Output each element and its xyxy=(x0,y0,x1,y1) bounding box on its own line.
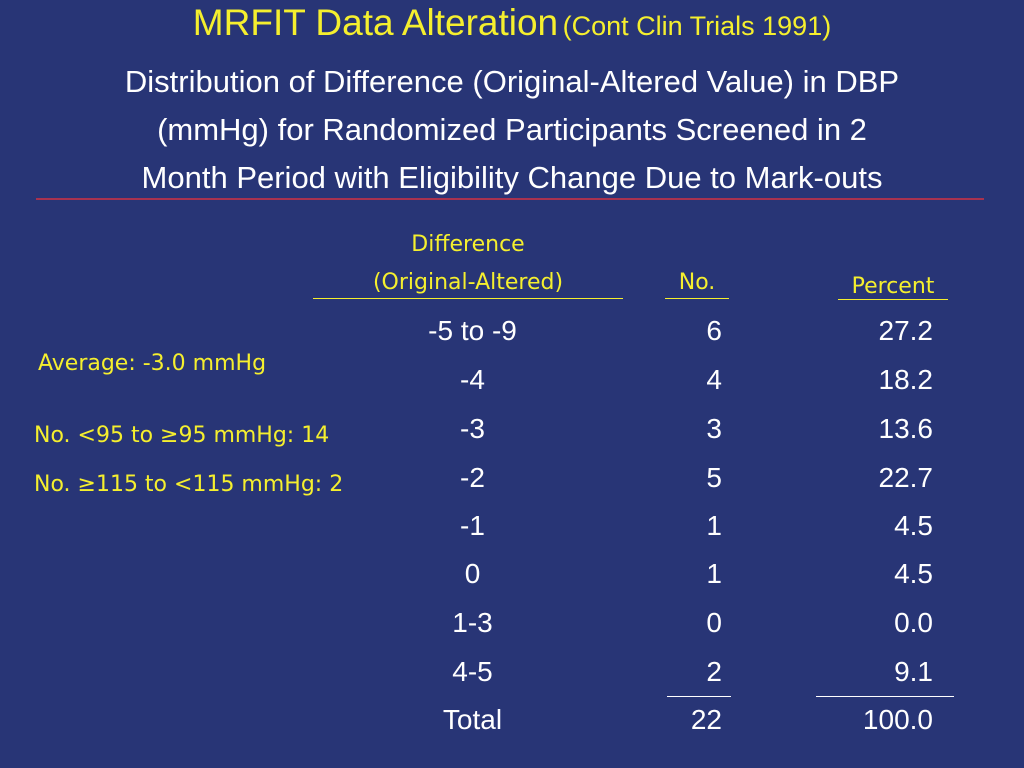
cell-percent: 18.2 xyxy=(878,364,934,395)
total-label: Total xyxy=(442,704,503,735)
total-rule-percent xyxy=(816,696,954,697)
header-difference: Difference (Original-Altered) xyxy=(313,226,623,302)
cell-difference: 1-3 xyxy=(452,607,493,638)
cell-percent: 0.0 xyxy=(894,607,933,638)
title-main: MRFIT Data Alteration xyxy=(192,2,559,43)
cell-difference: 4-5 xyxy=(452,656,493,687)
cell-no: 0 xyxy=(706,607,722,638)
total-rule-no xyxy=(667,696,731,697)
cell-no: 5 xyxy=(706,462,722,493)
slide-subtitle: Distribution of Difference (Original-Alt… xyxy=(20,58,1004,202)
slide-title: MRFIT Data Alteration (Cont Clin Trials … xyxy=(0,2,1024,44)
cell-percent: 13.6 xyxy=(878,413,934,444)
cell-difference: -2 xyxy=(460,462,485,493)
cell-difference: 0 xyxy=(464,558,481,589)
cell-no: 4 xyxy=(706,364,722,395)
header-difference-line2: (Original-Altered) xyxy=(372,270,564,295)
title-citation: (Cont Clin Trials 1991) xyxy=(562,11,832,41)
header-difference-line1: Difference xyxy=(411,232,525,257)
header-no-underline xyxy=(665,298,729,299)
header-percent-underline xyxy=(838,299,948,300)
cell-no: 6 xyxy=(706,315,722,346)
cell-no: 1 xyxy=(706,558,722,589)
title-divider xyxy=(36,198,984,200)
cell-percent: 22.7 xyxy=(878,462,934,493)
cell-difference: -4 xyxy=(460,364,485,395)
note-average: Average: -3.0 mmHg xyxy=(38,351,267,376)
cell-percent: 4.5 xyxy=(894,510,933,541)
cell-no: 2 xyxy=(706,656,722,687)
cell-no: 3 xyxy=(706,413,722,444)
cell-percent: 9.1 xyxy=(894,656,933,687)
cell-difference: -1 xyxy=(460,510,485,541)
subtitle-line-1: Distribution of Difference (Original-Alt… xyxy=(124,64,900,99)
subtitle-line-2: (mmHg) for Randomized Participants Scree… xyxy=(157,112,867,147)
cell-difference: -3 xyxy=(460,413,485,444)
total-no: 22 xyxy=(690,704,722,735)
cell-percent: 4.5 xyxy=(894,558,933,589)
note-no-115: No. ≥115 to <115 mmHg: 2 xyxy=(34,472,344,497)
header-difference-underline xyxy=(313,298,623,299)
cell-percent: 27.2 xyxy=(878,315,934,346)
note-no-95: No. <95 to ≥95 mmHg: 14 xyxy=(34,423,330,448)
total-percent: 100.0 xyxy=(862,704,933,735)
subtitle-line-3: Month Period with Eligibility Change Due… xyxy=(141,160,883,195)
cell-difference: -5 to -9 xyxy=(428,315,517,346)
cell-no: 1 xyxy=(706,510,722,541)
header-no: No. xyxy=(678,270,716,295)
header-percent: Percent xyxy=(851,274,935,299)
